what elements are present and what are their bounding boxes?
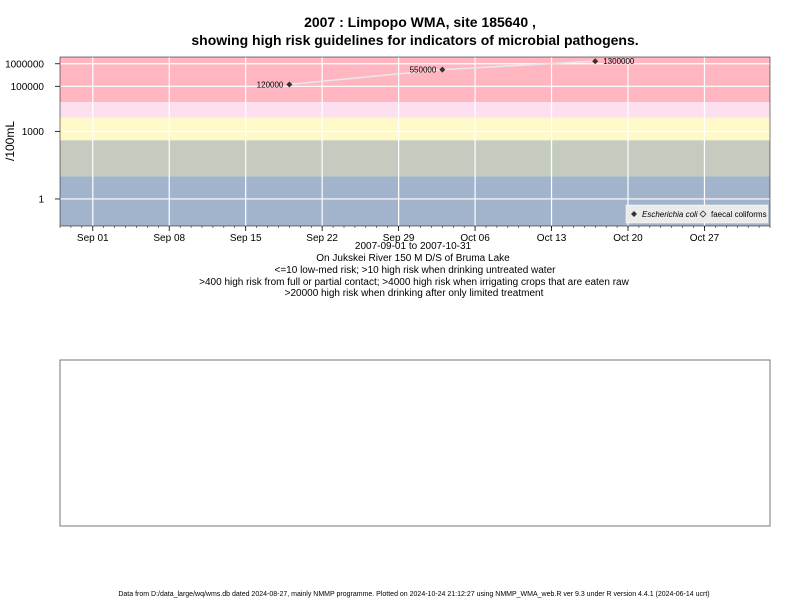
ecoli-point-1: [439, 66, 446, 73]
legend-marker-faecal: [699, 210, 707, 218]
legend: Escherichia coli faecal coliforms: [625, 204, 769, 224]
y-tick-label-1: 100000: [11, 82, 45, 93]
x-tick-label-6: Oct 13: [537, 233, 567, 244]
legend-label-ecoli: Escherichia coli: [642, 210, 698, 219]
y-tick-label-2: 1000: [22, 127, 45, 138]
empty-panel: [59, 359, 771, 527]
legend-box: [625, 204, 769, 224]
legend-marker-ecoli: [631, 211, 637, 217]
legend-label-faecal: faecal coliforms: [711, 210, 767, 219]
risk-band-3: [60, 140, 770, 177]
plot-frame: [59, 56, 771, 227]
x-tick-label-1: Sep 08: [153, 233, 185, 244]
date-range-text: 2007-09-01 to 2007-10-31: [355, 241, 472, 252]
y-axis-label: /100mL: [3, 121, 17, 161]
x-tick-label-8: Oct 27: [690, 233, 720, 244]
ecoli-point-label-2: 1300000: [603, 57, 635, 66]
x-tick-label-2: Sep 15: [230, 233, 262, 244]
x-tick-label-5: Oct 06: [460, 233, 490, 244]
plot-bands: [60, 57, 770, 226]
risk-band-2: [60, 117, 770, 141]
y-tick-label-0: 1000000: [5, 59, 44, 70]
x-tick-label-7: Oct 20: [613, 233, 643, 244]
x-axis: Sep 01 Sep 08 Sep 15 Sep 22 Sep 29 Oct 06 Oct …: [59, 226, 771, 244]
risk-band-0: [60, 57, 770, 103]
x-tick-label-3: Sep 22: [306, 233, 338, 244]
subtitle-guideline-contact: >400 high risk from full or partial cont…: [199, 277, 629, 288]
risk-band-1: [60, 102, 770, 118]
x-tick-label-0: Sep 01: [77, 233, 109, 244]
ecoli-point-label-0: 120000: [257, 81, 284, 90]
subtitle-location: On Jukskei River 150 M D/S of Bruma Lake: [316, 253, 510, 264]
chart-title-line1: 2007 : Limpopo WMA, site 185640 ,: [304, 14, 536, 30]
ecoli-point-0: [286, 81, 293, 88]
subtitle-guideline-treatment: >20000 high risk when drinking after onl…: [285, 288, 544, 299]
ecoli-point-2: [592, 58, 599, 65]
subtitle-guideline-drinking: <=10 low-med risk; >10 high risk when dr…: [275, 265, 557, 276]
footer-note: Data from D:/data_large/wq/wms.db dated …: [118, 591, 709, 598]
plot-gridlines: [60, 57, 770, 226]
series-points: 120000 550000 1300000: [257, 57, 635, 89]
y-tick-label-3: 1: [38, 194, 44, 205]
y-axis: 1000000 100000 1000 1: [5, 59, 60, 205]
chart-title-line2: showing high risk guidelines for indicat…: [191, 32, 638, 48]
ecoli-point-label-1: 550000: [410, 66, 437, 75]
x-tick-label-4: Sep 29: [383, 233, 415, 244]
